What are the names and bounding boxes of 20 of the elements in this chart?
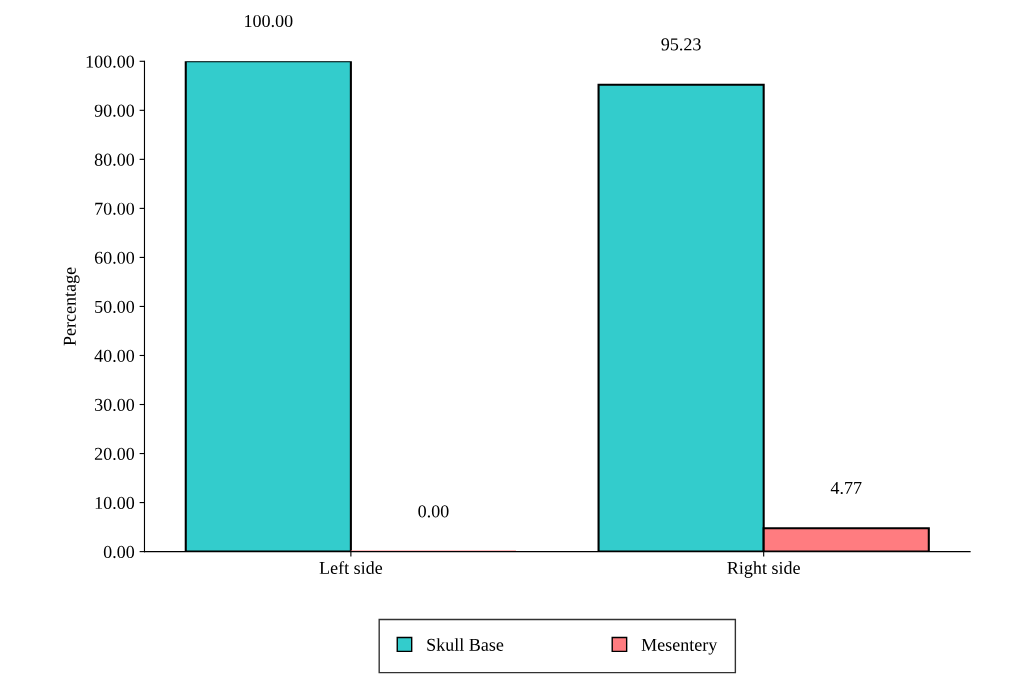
y-tick-label: 60.00: [94, 251, 135, 264]
y-tick-label: 100.00: [86, 55, 135, 68]
y-tick-label: 40.00: [94, 349, 135, 362]
data-label: 4.77: [830, 481, 862, 495]
x-tick-label: Right side: [727, 561, 800, 578]
y-tick-label: 90.00: [94, 104, 135, 117]
data-label: 0.00: [418, 505, 449, 518]
y-tick-label: 0.00: [103, 545, 135, 559]
y-tick-label: 80.00: [94, 153, 135, 166]
y-tick-label: 10.00: [95, 496, 135, 510]
y-tick-label: 20.00: [94, 447, 135, 461]
legend-label: Mesentery: [641, 638, 718, 655]
data-label: 95.23: [661, 38, 701, 51]
x-tick-label: Left side: [319, 561, 383, 575]
y-tick-label: 30.00: [95, 398, 135, 412]
y-tick-label: 50.00: [95, 300, 135, 313]
y-axis-title: Percentage: [63, 267, 80, 346]
y-tick-label: 70.00: [95, 202, 135, 215]
data-label: 100.00: [245, 14, 293, 28]
legend-label: Skull Base: [427, 638, 504, 651]
